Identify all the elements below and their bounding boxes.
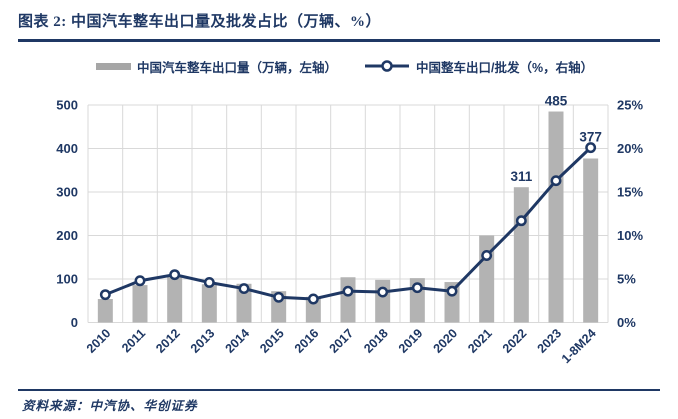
figure-title: 图表 2: 中国汽车整车出口量及批发占比（万辆、%）	[18, 14, 381, 30]
data-label-1-8M24: 377	[579, 130, 602, 145]
marker-2023	[550, 175, 562, 187]
bar-2011	[132, 285, 148, 323]
left-axis-tick: 100	[56, 272, 78, 287]
line-marker-swatch-icon	[365, 60, 409, 72]
x-axis-label-2020: 2020	[431, 326, 461, 356]
marker-2010	[99, 289, 111, 301]
right-axis-tick: 20%	[617, 141, 643, 156]
legend: 中国汽车整车出口量（万辆，左轴） 中国整车出口/批发（%，右轴）	[0, 58, 678, 76]
bar-2022	[513, 187, 529, 323]
title-rule	[18, 39, 660, 42]
bar-swatch-icon	[96, 62, 131, 70]
bar-2016	[305, 296, 321, 323]
left-axis-tick: 0	[71, 315, 78, 330]
bar-2013	[201, 284, 217, 323]
marker-2018	[377, 286, 389, 298]
left-axis-tick: 400	[56, 141, 78, 156]
marker-2013	[203, 277, 215, 288]
right-axis-tick: 25%	[617, 98, 643, 113]
x-axis-label-2017: 2017	[327, 326, 357, 356]
right-axis-tick: 5%	[617, 272, 636, 287]
marker-2017	[342, 285, 354, 297]
marker-2019	[411, 282, 423, 294]
marker-2016	[307, 293, 319, 305]
marker-2020	[446, 285, 458, 297]
x-axis-label-2022: 2022	[500, 326, 530, 356]
marker-2011	[134, 275, 146, 287]
right-axis-tick: 10%	[617, 228, 643, 243]
marker-1-8M24	[585, 142, 597, 154]
x-axis-label-2016: 2016	[292, 326, 322, 356]
x-axis-label-2014: 2014	[223, 326, 253, 356]
data-label-2022: 311	[510, 169, 532, 184]
x-axis-label-2021: 2021	[465, 326, 495, 356]
bar-2014	[236, 283, 252, 323]
marker-2012	[169, 269, 181, 281]
legend-label-bars: 中国汽车整车出口量（万辆，左轴）	[137, 60, 338, 75]
x-axis-label-2013: 2013	[188, 326, 218, 356]
bar-1-8M24	[583, 158, 599, 323]
left-axis-tick: 500	[56, 98, 78, 113]
x-axis-label-2012: 2012	[153, 326, 183, 356]
left-axis-tick: 200	[56, 228, 78, 243]
legend-item-line: 中国整车出口/批发（%，右轴）	[364, 58, 594, 75]
source-rule	[18, 389, 660, 391]
bar-2010	[97, 299, 113, 323]
x-axis-label-2015: 2015	[257, 326, 287, 356]
x-axis-label-2023: 2023	[535, 326, 565, 356]
bar-2018	[375, 279, 391, 323]
x-axis-label-2018: 2018	[361, 326, 391, 356]
left-axis-tick: 300	[56, 185, 78, 200]
marker-2022	[515, 215, 527, 227]
x-axis-label-2019: 2019	[396, 326, 426, 356]
bar-2023	[548, 111, 564, 323]
legend-label-line: 中国整车出口/批发（%，右轴）	[416, 60, 594, 75]
marker-2014	[238, 283, 250, 295]
legend-item-bars: 中国汽车整车出口量（万辆，左轴）	[96, 58, 338, 75]
bar-2012	[167, 276, 183, 323]
marker-2021	[481, 250, 493, 261]
source-note: 资料来源：中汽协、华创证券	[22, 399, 198, 413]
x-axis-label-2010: 2010	[84, 326, 114, 356]
bar-2017	[340, 277, 356, 323]
chart-canvas: 500 400 300 200 100 0 25% 20% 15% 10% 5% 0% 2010 2011…	[56, 94, 643, 367]
x-axis-label-2011: 2011	[119, 326, 148, 355]
right-axis-tick: 0%	[617, 315, 636, 330]
marker-2015	[273, 291, 285, 303]
data-label-2023: 485	[545, 94, 568, 109]
x-axis-label-1-8M24: 1-8M24	[559, 326, 599, 366]
right-axis-tick: 15%	[617, 185, 643, 200]
